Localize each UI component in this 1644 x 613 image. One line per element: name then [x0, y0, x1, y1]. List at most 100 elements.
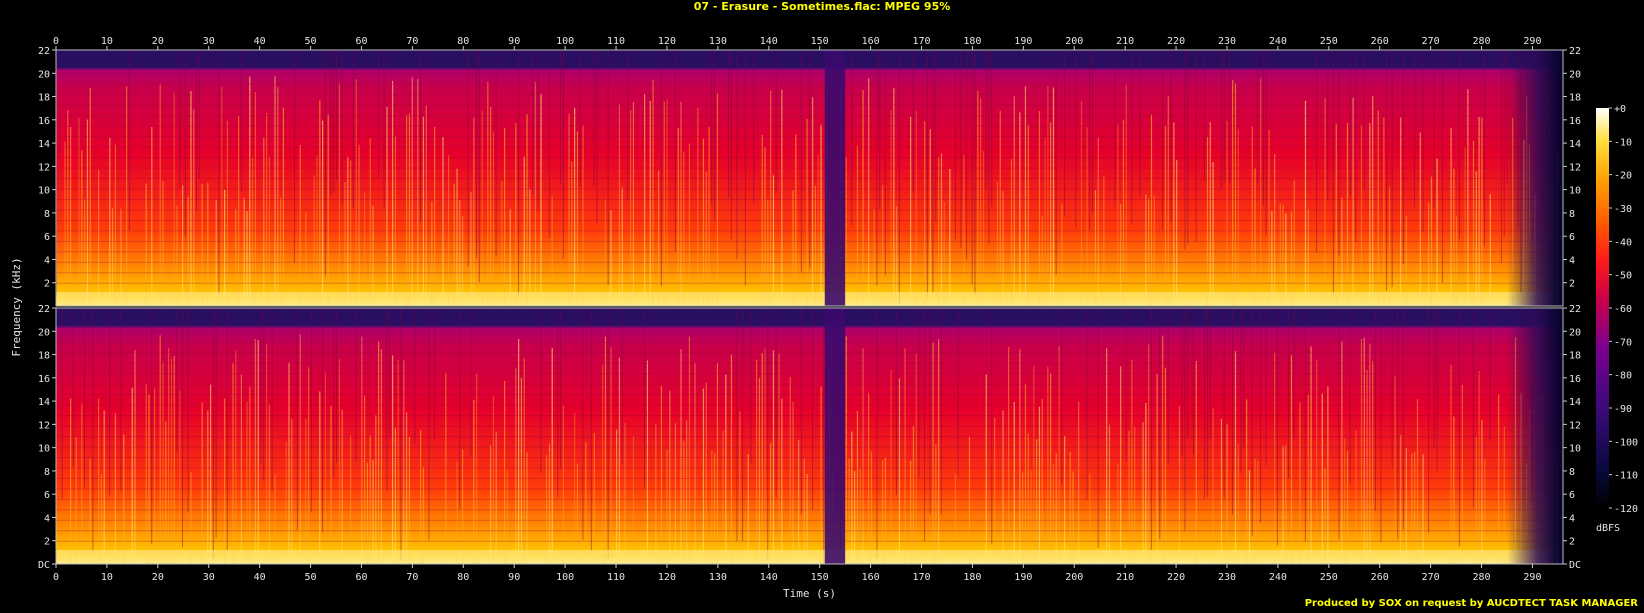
texture-stripe [459, 308, 461, 509]
texture-stripe [560, 50, 562, 184]
y-tick-label-left: 12 [38, 420, 50, 431]
texture-stripe [299, 145, 301, 306]
texture-stripe [109, 137, 111, 306]
texture-stripe [210, 384, 212, 564]
texture-stripe [898, 378, 901, 564]
texture-band [56, 425, 1563, 427]
x-tick-label-top: 260 [1371, 36, 1389, 47]
texture-stripe [1304, 308, 1306, 542]
colorbar-tick-label: -60 [1614, 304, 1632, 315]
x-tick-label-bottom: 10 [101, 572, 113, 583]
texture-stripe [355, 79, 357, 306]
texture-stripe [1044, 137, 1046, 306]
texture-stripe [1002, 410, 1004, 564]
texture-stripe [114, 144, 117, 306]
texture-stripe [775, 50, 777, 192]
texture-stripe [1038, 406, 1041, 564]
texture-stripe [1013, 96, 1015, 306]
y-tick-label-right: 6 [1569, 232, 1575, 243]
x-tick-label-bottom: 220 [1167, 572, 1185, 583]
texture-stripe [372, 459, 374, 564]
texture-stripe [655, 424, 657, 564]
texture-stripe [274, 474, 276, 564]
texture-stripe [890, 109, 892, 306]
texture-stripe [350, 435, 352, 564]
texture-stripe [431, 201, 433, 306]
texture-stripe [714, 452, 716, 564]
x-tick-label-top: 240 [1269, 36, 1287, 47]
texture-stripe [254, 339, 257, 564]
texture-stripe [1027, 433, 1029, 564]
texture-stripe [1388, 187, 1391, 306]
texture-stripe [795, 134, 797, 306]
y-tick-label-right: 14 [1569, 397, 1581, 408]
texture-stripe [1223, 50, 1225, 182]
texture-stripe [1341, 197, 1343, 306]
texture-stripe [378, 50, 380, 179]
texture-stripe [632, 101, 635, 306]
y-tick-label-left: 16 [38, 374, 50, 385]
texture-stripe [1467, 89, 1469, 307]
texture-stripe [618, 357, 621, 564]
texture-stripe [490, 106, 492, 306]
texture-stripe [434, 126, 436, 307]
texture-stripe [179, 390, 181, 564]
texture-stripe [957, 308, 959, 476]
x-axis-title: Time (s) [783, 587, 836, 600]
texture-stripe [170, 358, 173, 564]
x-tick-label-top: 0 [53, 36, 59, 47]
texture-stripe [397, 360, 399, 564]
texture-stripe [235, 209, 237, 306]
texture-stripe [338, 83, 341, 306]
texture-stripe [915, 110, 917, 306]
texture-stripe [820, 124, 822, 306]
texture-stripe [1092, 50, 1094, 214]
texture-stripe [621, 308, 623, 464]
texture-stripe [394, 427, 397, 564]
texture-stripe [772, 350, 775, 564]
texture-stripe [70, 126, 72, 306]
texture-stripe [999, 110, 1001, 306]
texture-stripe [190, 472, 192, 564]
texture-stripe [1428, 202, 1430, 306]
texture-stripe [688, 143, 691, 306]
texture-stripe [548, 50, 550, 239]
texture-stripe [1475, 171, 1477, 306]
y-tick-label-right: 8 [1569, 209, 1575, 220]
texture-stripe [781, 398, 783, 564]
texture-stripe [417, 79, 419, 306]
colorbar-tick-label: -90 [1614, 404, 1632, 415]
texture-stripe [84, 199, 86, 306]
texture-stripe [1164, 125, 1167, 307]
texture-stripe [341, 409, 343, 564]
texture-stripe [523, 358, 525, 564]
texture-stripe [1064, 436, 1066, 564]
texture-stripe [761, 135, 763, 306]
texture-stripe [1489, 308, 1491, 442]
texture-stripe [716, 93, 719, 306]
y-tick-label-left: 4 [44, 513, 50, 524]
texture-stripe [187, 308, 189, 513]
texture-stripe [1453, 168, 1455, 306]
texture-stripe [604, 198, 607, 306]
texture-stripe [109, 308, 111, 496]
texture-stripe [1428, 308, 1430, 533]
texture-stripe [1069, 451, 1071, 564]
texture-band [56, 115, 1563, 117]
texture-stripe [310, 308, 312, 513]
texture-stripe [1458, 308, 1460, 547]
texture-stripe [1484, 50, 1486, 247]
texture-stripe [282, 107, 285, 307]
texture-stripe [632, 435, 635, 564]
texture-stripe [910, 460, 912, 564]
texture-stripe [369, 138, 371, 306]
texture-stripe [1024, 384, 1027, 564]
texture-stripe [1276, 308, 1278, 546]
y-tick-label-right: 16 [1569, 374, 1581, 385]
texture-stripe [1019, 349, 1021, 564]
texture-stripe [266, 112, 268, 307]
x-tick-label-bottom: 70 [406, 572, 418, 583]
texture-stripe [1411, 453, 1413, 564]
texture-stripe [1002, 191, 1004, 306]
texture-stripe [81, 150, 83, 306]
